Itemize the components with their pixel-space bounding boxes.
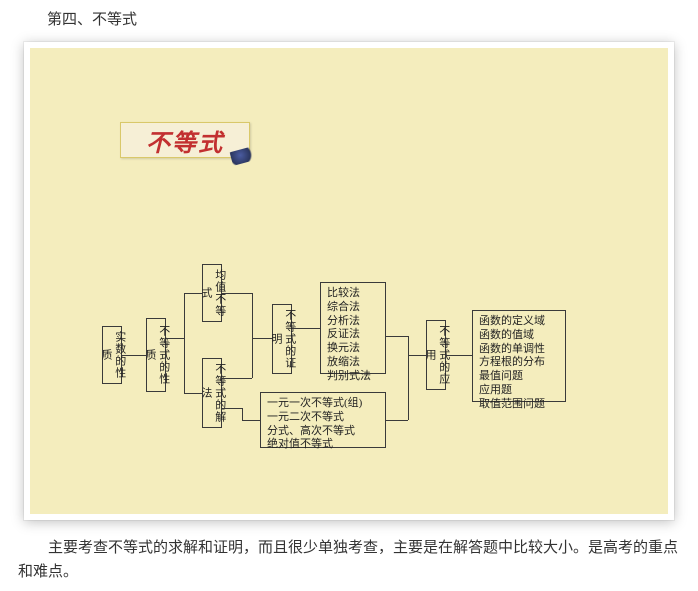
flow-edge-n4-n7-1 <box>242 408 243 420</box>
flow-edge-n1-n2-0 <box>122 355 146 356</box>
diagram-slide: 不等式 实数的性质不等式的性质均值不等式不等式的解法不等式的证明比较法 综合法 … <box>24 42 674 520</box>
flow-edge-n3-n5-1 <box>252 293 253 338</box>
flow-node-n9: 函数的定义域 函数的值域 函数的单调性 方程根的分布 最值问题 应用题 取值范围… <box>472 310 566 402</box>
flow-edge-n4-n7-0 <box>222 408 242 409</box>
flow-edge-n6-n8-2 <box>408 355 426 356</box>
diagram-canvas: 不等式 实数的性质不等式的性质均值不等式不等式的解法不等式的证明比较法 综合法 … <box>30 48 668 514</box>
flow-edge-n3-n5-2 <box>252 338 272 339</box>
flow-edge-n2-n4-0 <box>184 393 202 394</box>
flow-node-n5: 不等式的证明 <box>272 304 292 374</box>
flow-edge-n7-n8-0 <box>386 420 408 421</box>
flow-edge-n8-n9-0 <box>446 355 472 356</box>
flow-edge-n7-n8-1 <box>408 355 409 420</box>
flow-edge-n4-n5-1 <box>252 338 253 378</box>
flow-edge-n2-n3-1 <box>184 293 185 393</box>
flow-edge-n6-n8-0 <box>386 336 408 337</box>
flow-edge-n6-n8-1 <box>408 336 409 356</box>
flow-node-n3: 均值不等式 <box>202 264 222 322</box>
flow-edge-n2-n3-0 <box>166 338 184 339</box>
flow-edge-n2-n3-2 <box>184 293 202 294</box>
flow-node-n4: 不等式的解法 <box>202 358 222 428</box>
body-paragraph: 主要考查不等式的求解和证明，而且很少单独考查，主要是在解答题中比较大小。是高考的… <box>18 536 682 584</box>
section-heading: 第四、不等式 <box>47 8 137 29</box>
flowchart: 实数的性质 不等式的性质 均值不等式不等式的解法 不等式的证明 比较法 综合法 分析法 … <box>30 48 668 514</box>
flow-edge-n3-n5-0 <box>222 293 252 294</box>
flow-edge-n5-n6-0 <box>292 328 320 329</box>
flow-edge-n4-n7-2 <box>242 420 260 421</box>
flow-edge-n4-n5-0 <box>222 378 252 379</box>
flow-node-n6: 比较法 综合法 分析法 反证法 换元法 放缩法 判别式法 <box>320 282 386 374</box>
flow-node-n1: 实数的性质 <box>102 326 122 384</box>
flow-node-n8: 不等式的应用 <box>426 320 446 390</box>
flow-node-n2: 不等式的性质 <box>146 318 166 392</box>
flow-node-n7: 一元一次不等式(组) 一元二次不等式 分式、高次不等式 绝对值不等式 <box>260 392 386 448</box>
